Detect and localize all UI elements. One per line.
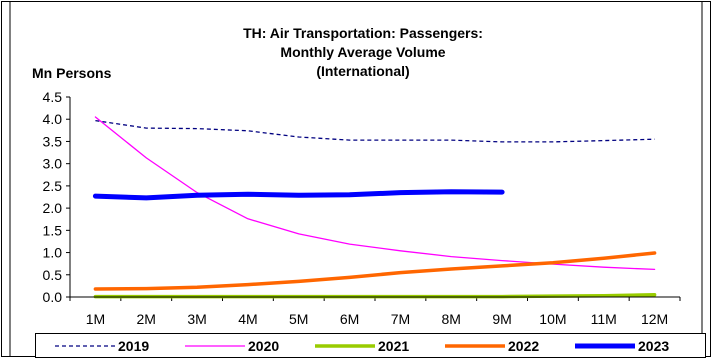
y-tick-label: 0.5 <box>43 267 63 283</box>
x-tick-label: 3M <box>187 311 206 327</box>
y-tick-label: 2.0 <box>43 200 63 216</box>
y-tick-label: 4.5 <box>43 89 63 105</box>
x-tick-label: 7M <box>391 311 410 327</box>
x-tick-label: 2M <box>137 311 156 327</box>
chart-title-line-2: Monthly Average Volume <box>280 44 445 60</box>
x-tick-label: 1M <box>86 311 105 327</box>
y-tick-label: 2.5 <box>43 178 63 194</box>
series-line-2022 <box>93 251 657 291</box>
x-tick-label: 10M <box>539 311 566 327</box>
x-axis-ticks: 1M 2M 3M 4M 5M 6M 7M 8M 9M 10M 11M 12M <box>69 297 681 327</box>
chart-title-line-1: TH: Air Transportation: Passengers: <box>243 25 483 41</box>
y-tick-label: 3.5 <box>43 133 63 149</box>
series-line-2023 <box>92 189 505 201</box>
chart-title-line-3: (International) <box>316 63 409 79</box>
legend-label-2019: 2019 <box>118 338 149 354</box>
x-tick-label: 8M <box>442 311 461 327</box>
y-tick-label: 0.0 <box>43 289 63 305</box>
legend-label-2022: 2022 <box>508 338 539 354</box>
series-line-2021 <box>93 293 657 299</box>
y-tick-label: 1.5 <box>43 222 63 238</box>
series-line-2019 <box>95 119 655 143</box>
x-tick-label: 6M <box>340 311 359 327</box>
x-tick-label: 5M <box>289 311 308 327</box>
legend-label-2021: 2021 <box>378 338 409 354</box>
y-axis-ticks: 0.0 0.5 1.0 1.5 2.0 2.5 3.0 3.5 4.0 4.5 <box>43 89 70 305</box>
x-tick-label: 9M <box>492 311 511 327</box>
y-tick-label: 4.0 <box>43 111 63 127</box>
legend: 2019 2020 2021 2022 2023 <box>55 338 669 354</box>
y-tick-label: 3.0 <box>43 156 63 172</box>
series-line-2020 <box>94 116 656 271</box>
legend-label-2020: 2020 <box>248 338 279 354</box>
axes <box>69 97 680 298</box>
x-tick-label: 11M <box>591 311 617 327</box>
y-tick-label: 1.0 <box>43 245 63 261</box>
legend-label-2023: 2023 <box>638 338 669 354</box>
x-tick-label: 12M <box>641 311 668 327</box>
x-tick-label: 4M <box>238 311 257 327</box>
y-axis-label: Mn Persons <box>32 65 112 81</box>
